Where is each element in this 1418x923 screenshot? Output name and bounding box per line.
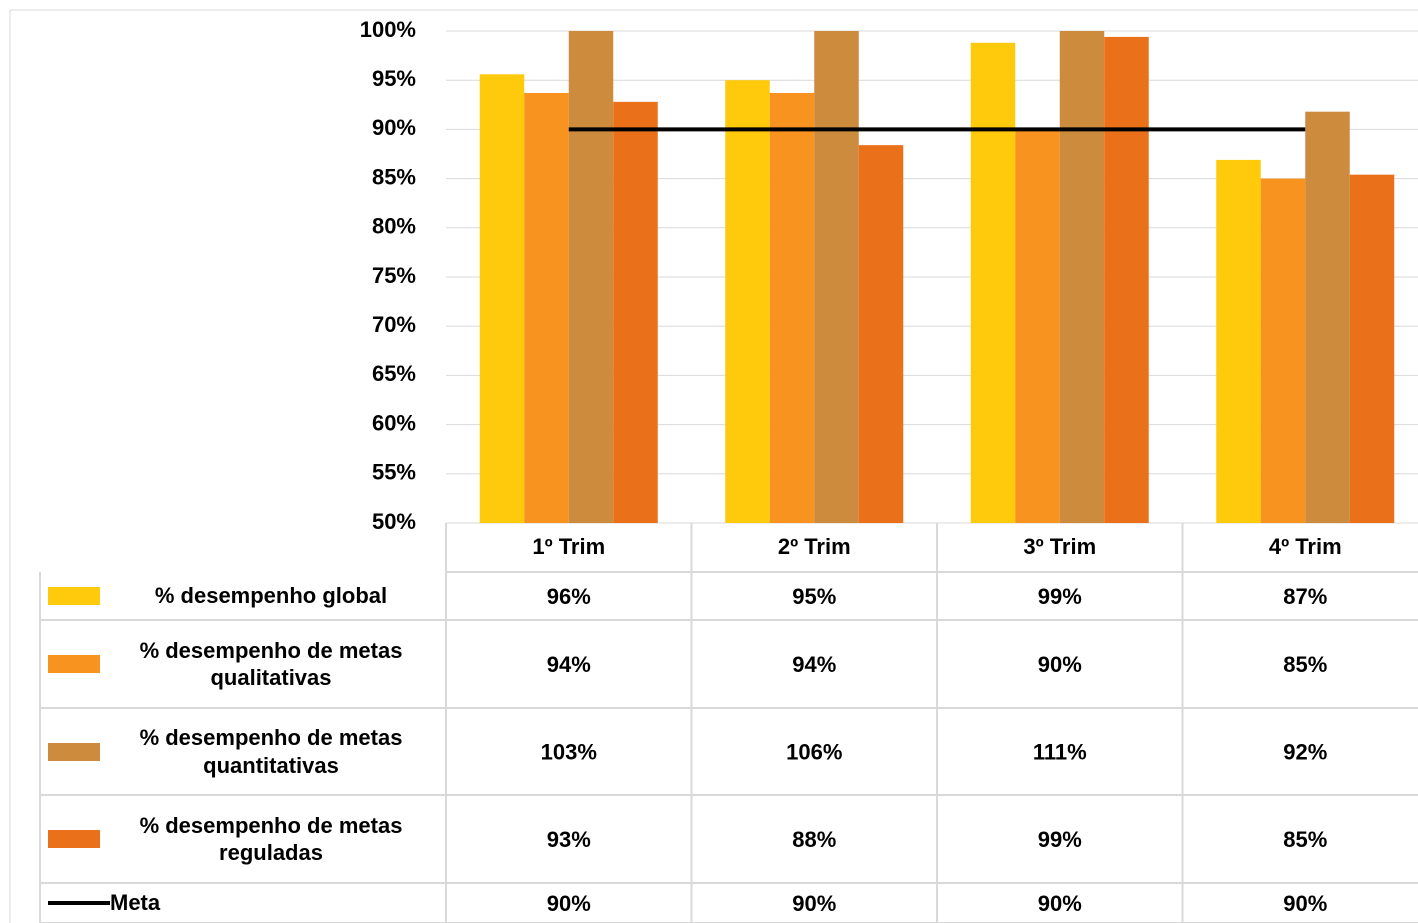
y-tick-label: 85%	[372, 164, 416, 189]
table-value: 93%	[547, 827, 591, 852]
legend-entry: % desempenho de metas qualitativas	[40, 620, 446, 708]
bar	[970, 42, 1016, 523]
y-tick-label: 75%	[372, 263, 416, 288]
legend-label: % desempenho global	[154, 583, 388, 609]
table-value: 94%	[792, 652, 836, 677]
bar	[1015, 129, 1060, 523]
y-tick-label: 70%	[372, 312, 416, 337]
table-value: 90%	[1038, 891, 1082, 916]
legend-swatch	[48, 901, 110, 905]
bar	[725, 80, 770, 523]
table-value: 94%	[547, 652, 591, 677]
legend-swatch	[48, 655, 100, 673]
table-value: 99%	[1038, 827, 1082, 852]
legend-label: % desempenho de metas quantitativas	[139, 725, 403, 778]
bar	[479, 74, 525, 523]
bar	[1059, 31, 1105, 523]
legend-entry: % desempenho de metas quantitativas	[40, 708, 446, 795]
bar	[814, 31, 859, 523]
table-value: 90%	[792, 891, 836, 916]
legend-entry: % desempenho de metas reguladas	[40, 795, 446, 883]
table-value: 88%	[792, 827, 836, 852]
legend-entry: % desempenho global	[40, 572, 446, 620]
table-value: 106%	[786, 739, 842, 764]
bar	[1260, 178, 1306, 523]
y-tick-label: 100%	[360, 17, 416, 42]
x-tick-label: 3º Trim	[1023, 534, 1096, 559]
table-value: 90%	[1038, 652, 1082, 677]
table-value: 85%	[1283, 827, 1327, 852]
table-value: 95%	[792, 584, 836, 609]
y-tick-label: 80%	[372, 214, 416, 239]
bar	[858, 145, 904, 523]
table-value: 111%	[1033, 739, 1087, 764]
table-value: 85%	[1283, 652, 1327, 677]
table-value: 103%	[541, 739, 597, 764]
bar	[524, 92, 569, 523]
y-tick-label: 65%	[372, 361, 416, 386]
table-value: 90%	[1283, 891, 1327, 916]
legend-swatch	[48, 742, 100, 761]
y-tick-label: 95%	[372, 66, 416, 91]
x-tick-label: 1º Trim	[532, 534, 605, 559]
legend-label: Meta	[110, 890, 161, 916]
table-value: 99%	[1038, 584, 1082, 609]
table-value: 90%	[547, 891, 591, 916]
y-tick-label: 60%	[372, 410, 416, 435]
y-tick-label: 55%	[372, 460, 416, 485]
bar	[1216, 159, 1261, 523]
y-tick-label: 90%	[372, 115, 416, 140]
bar	[1104, 36, 1149, 523]
legend-label: % desempenho de metas reguladas	[139, 812, 403, 866]
legend-swatch	[48, 830, 100, 848]
bar	[769, 92, 815, 523]
bar	[1305, 111, 1350, 523]
bar	[613, 101, 658, 523]
table-value: 87%	[1283, 584, 1327, 609]
y-tick-label: 50%	[372, 509, 416, 534]
table-value: 92%	[1283, 739, 1327, 764]
legend-swatch	[48, 587, 100, 605]
legend-entry: Meta	[40, 883, 446, 923]
x-tick-label: 2º Trim	[778, 534, 851, 559]
table-value: 96%	[547, 584, 591, 609]
bar	[1349, 174, 1395, 523]
bar	[568, 31, 614, 523]
legend-label: % desempenho de metas qualitativas	[139, 637, 403, 691]
x-tick-label: 4º Trim	[1269, 534, 1342, 559]
